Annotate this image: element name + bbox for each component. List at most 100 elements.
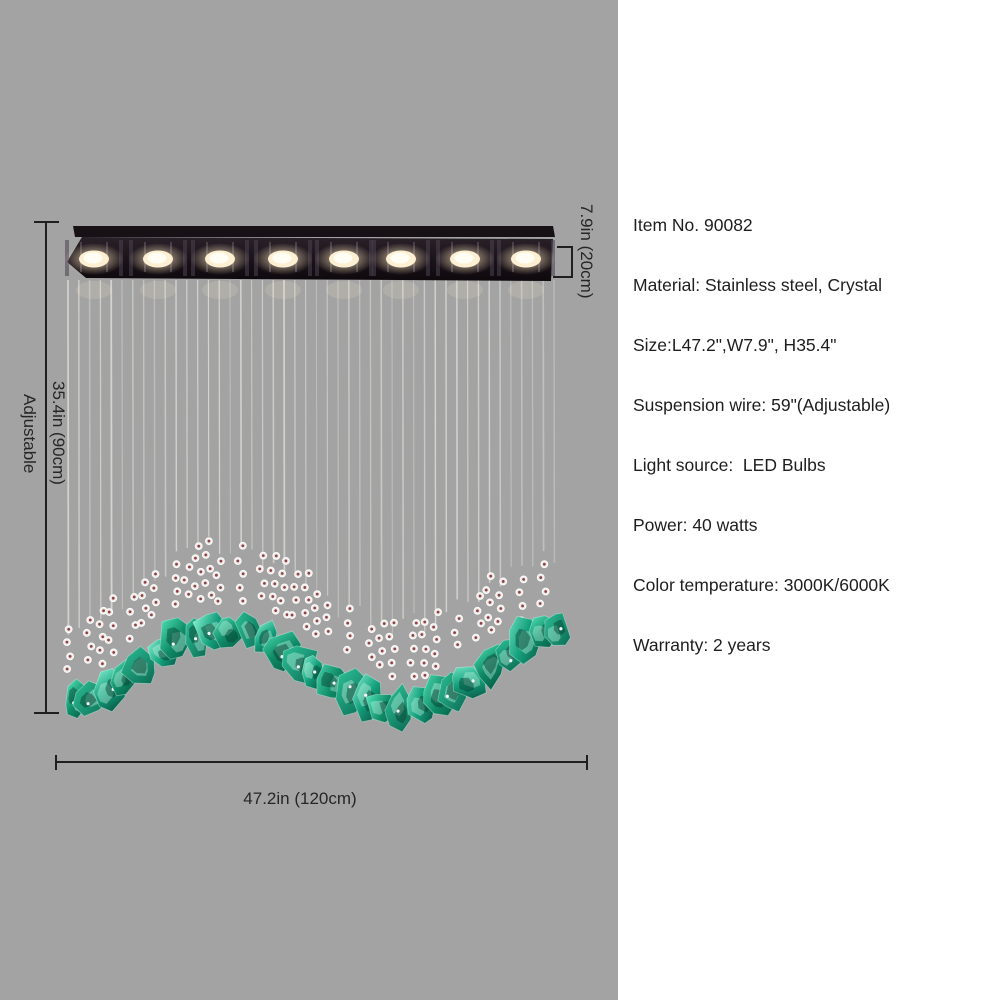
led-light-core bbox=[272, 252, 292, 264]
crystal-bead-center bbox=[390, 674, 394, 678]
crystal-bead-center bbox=[517, 590, 521, 594]
crystal-facet-dark bbox=[553, 619, 566, 635]
crystal-bead-center bbox=[412, 647, 416, 651]
crystal-bead-center bbox=[194, 556, 197, 560]
crystal-bead-center bbox=[260, 594, 263, 598]
height-dimension-tick-top bbox=[34, 221, 59, 223]
green-crystal bbox=[452, 666, 487, 699]
crystal-sparkle bbox=[207, 631, 211, 636]
crystal-facet-dark bbox=[259, 629, 270, 644]
crystal-bead-center bbox=[204, 553, 208, 557]
crystal-facet-dark bbox=[244, 621, 257, 639]
crystal-bead-center bbox=[107, 638, 110, 642]
product-photo-panel: 35.4in (90cm) Adjustable 7.9in (20cm) 47… bbox=[0, 0, 618, 1000]
crystal-bead-center bbox=[476, 609, 479, 613]
crystal-bead-center bbox=[313, 606, 317, 610]
crystal-sparkle bbox=[296, 665, 300, 669]
crystal-sparkle bbox=[396, 709, 400, 713]
crystal-bead-center bbox=[144, 606, 148, 610]
crystal-bead-center bbox=[305, 625, 309, 628]
crystal-bead-center bbox=[208, 567, 212, 571]
crystal-bead-center bbox=[499, 607, 503, 610]
crystal-facet-dark bbox=[79, 692, 97, 709]
crystal-sparkle bbox=[280, 655, 284, 659]
crystal-bead-center bbox=[238, 586, 242, 590]
crystal-bead-center bbox=[203, 581, 207, 585]
crystal-facet-light bbox=[130, 657, 148, 676]
crystal-bead-center bbox=[269, 569, 273, 572]
crystal-sparkle bbox=[348, 685, 352, 689]
crystal-bead-center bbox=[258, 567, 262, 571]
led-underglow bbox=[508, 281, 544, 299]
crystal-bead-center bbox=[382, 622, 386, 625]
crystal-sparkle bbox=[313, 670, 317, 674]
green-crystal bbox=[384, 682, 412, 733]
crystal-bead-center bbox=[497, 593, 501, 597]
crystal-facet-light bbox=[240, 620, 255, 640]
crystal-facet-light bbox=[411, 697, 425, 717]
crystal-bead-center bbox=[380, 649, 384, 653]
crystal-bead-center bbox=[325, 615, 328, 619]
crystal-facet-dark bbox=[394, 701, 407, 724]
crystal-bead-center bbox=[210, 593, 213, 597]
crystal-bead-center bbox=[188, 565, 191, 569]
crystal-bead-center bbox=[474, 636, 478, 640]
crystal-bead-center bbox=[538, 602, 542, 605]
led-underglow bbox=[202, 281, 238, 299]
crystal-bead-center bbox=[88, 618, 92, 622]
crystal-bead-center bbox=[422, 661, 426, 665]
crystal-bead-center bbox=[539, 576, 543, 579]
crystal-bead-center bbox=[478, 594, 482, 598]
depth-dimension-tick-bottom bbox=[553, 276, 573, 278]
crystal-facet-dark bbox=[166, 627, 181, 646]
green-crystal bbox=[212, 616, 244, 649]
crystal-bead-center bbox=[261, 554, 265, 558]
crystal-bead-center bbox=[89, 644, 93, 648]
spec-material: Material: Stainless steel, Crystal bbox=[633, 275, 882, 295]
crystal-bead-center bbox=[274, 554, 278, 558]
led-light-core bbox=[390, 252, 410, 264]
crystal-bead-center bbox=[67, 627, 71, 631]
crystal-facet-dark bbox=[131, 656, 147, 674]
crystal-bead-center bbox=[326, 629, 330, 633]
width-dimension-tick-left bbox=[55, 755, 57, 770]
crystal-bead-center bbox=[345, 648, 349, 652]
crystal-sparkle bbox=[364, 693, 368, 697]
height-adjustable-label: Adjustable bbox=[20, 394, 39, 474]
crystal-bead-center bbox=[98, 622, 101, 626]
crystal-facet-light bbox=[341, 679, 357, 704]
crystal-bead-center bbox=[280, 572, 284, 575]
crystal-bead-center bbox=[285, 613, 289, 617]
crystal-sparkle bbox=[193, 637, 198, 641]
spec-light-source: Light source: LED Bulbs bbox=[633, 455, 826, 475]
crystal-facet-light bbox=[171, 631, 187, 653]
crystal-bead-center bbox=[346, 621, 350, 625]
led-light-core bbox=[147, 252, 167, 264]
crystal-bead-center bbox=[219, 559, 223, 563]
crystal-bead-center bbox=[387, 635, 391, 639]
crystal-bead-center bbox=[434, 664, 438, 668]
crystal-bead-center bbox=[101, 635, 105, 639]
crystal-bead-center bbox=[85, 631, 89, 635]
crystal-bead-center bbox=[424, 647, 428, 651]
crystal-facet-light bbox=[390, 691, 405, 717]
spec-warranty: Warranty: 2 years bbox=[633, 635, 771, 655]
crystal-bead-center bbox=[392, 621, 396, 625]
crystal-bead-center bbox=[128, 610, 132, 614]
crystal-bead-center bbox=[236, 559, 240, 563]
crystal-bead-center bbox=[132, 595, 136, 599]
green-crystal bbox=[120, 645, 156, 684]
crystal-bead-center bbox=[390, 661, 394, 665]
crystal-bead-center bbox=[484, 588, 488, 592]
crystal-bead-strings bbox=[63, 537, 550, 681]
crystal-sparkle bbox=[559, 627, 563, 631]
led-underglow bbox=[326, 281, 362, 299]
spec-color-temp: Color temperature: 3000K/6000K bbox=[633, 575, 890, 595]
crystal-bead-center bbox=[68, 655, 72, 658]
led-underglow bbox=[265, 281, 301, 299]
crystal-bead-center bbox=[219, 586, 222, 590]
crystal-sparkle bbox=[86, 702, 90, 706]
crystal-bead-center bbox=[140, 594, 144, 597]
crystal-bead-center bbox=[283, 585, 286, 589]
